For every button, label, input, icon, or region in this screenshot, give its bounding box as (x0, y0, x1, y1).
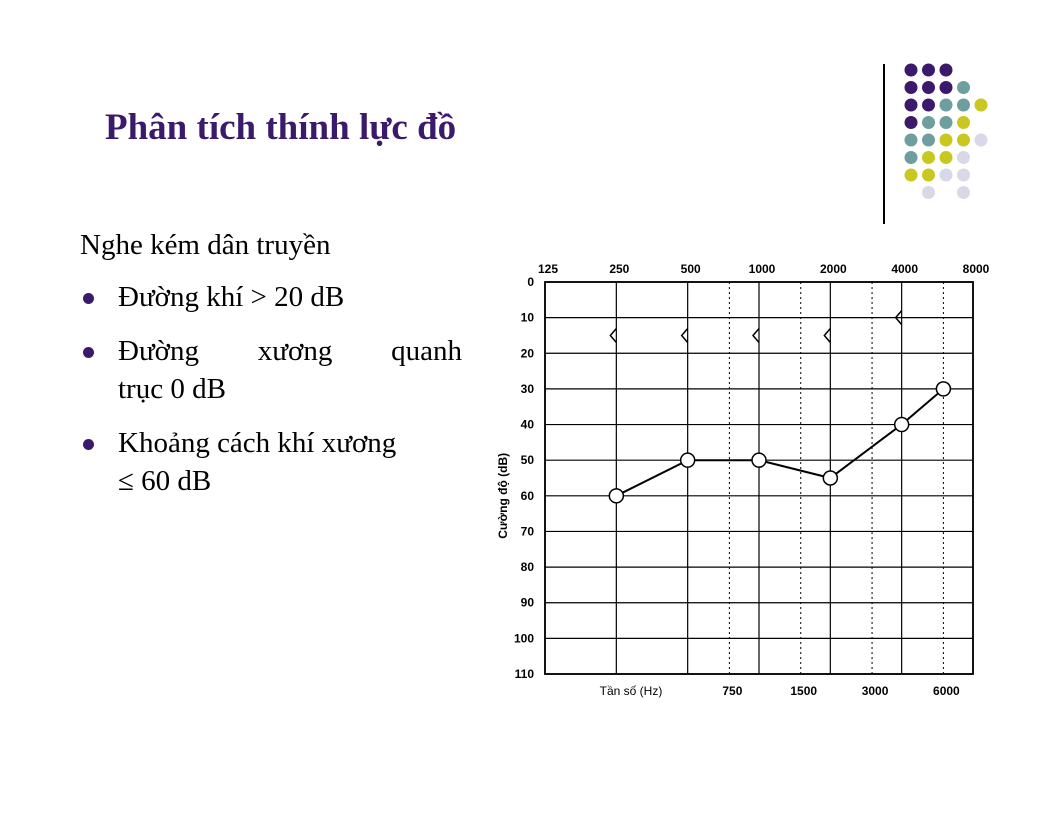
decor-dot (922, 63, 935, 77)
decor-dot (957, 81, 970, 94)
y-tick-label: 80 (521, 560, 535, 574)
bullet-air-bone-gap: Khoảng cách khí xương ≤ 60 dB (80, 424, 462, 500)
bone-conduction-marker (752, 327, 760, 343)
top-tick-label: 4000 (891, 262, 918, 276)
bullet-line: Khoảng cách khí xương (118, 427, 397, 459)
decor-dot (939, 63, 953, 77)
decor-dot (922, 116, 935, 129)
y-tick-label: 70 (521, 524, 535, 538)
decor-dot (922, 98, 935, 112)
top-tick-label: 125 (538, 262, 558, 276)
decor-dot (904, 133, 918, 147)
bottom-tick-label: 1500 (790, 684, 817, 698)
bullet-bone-conduction: Đường xương quanh trục 0 dB (80, 332, 462, 408)
bullet-line: trục 0 dB (118, 373, 226, 405)
text-block: Nghe kém dân truyền Đường khí > 20 dB Đư… (80, 226, 462, 516)
section-heading: Nghe kém dân truyền (80, 229, 331, 261)
decor-dot (957, 133, 970, 147)
decor-dot (957, 168, 970, 182)
decorative-dot-grid (904, 63, 988, 199)
air-conduction-point (935, 381, 952, 397)
chart-grid (544, 281, 974, 675)
decor-dot (922, 168, 935, 182)
decor-dot (974, 98, 988, 112)
decor-dot (904, 98, 918, 112)
y-tick-label: 30 (521, 382, 535, 396)
decor-dot (922, 81, 935, 94)
decor-dot (957, 116, 970, 129)
y-tick-label: 90 (521, 596, 535, 610)
air-conduction-point (893, 416, 910, 433)
bone-conduction-marker (894, 310, 903, 326)
decor-dot (904, 168, 918, 182)
air-conduction-point (679, 452, 696, 468)
decor-dot (939, 151, 953, 164)
y-axis-label: Cường độ (dB) (496, 453, 510, 539)
decor-dot (904, 151, 918, 164)
slide-title: Phân tích thính lực đồ (105, 107, 457, 148)
bullet-line: Đường khí > 20 dB (118, 281, 345, 313)
decor-dot (922, 186, 935, 199)
title-divider (883, 64, 885, 224)
decor-dot (904, 116, 918, 129)
y-tick-label: 20 (521, 346, 535, 360)
decor-dot (957, 151, 970, 164)
top-tick-label: 8000 (963, 262, 990, 276)
decor-dot (904, 63, 918, 77)
y-tick-label: 10 (521, 311, 535, 325)
decor-dot (922, 151, 935, 164)
decor-dot (957, 186, 970, 199)
chart-frame (544, 281, 974, 675)
bone-conduction-marker (823, 327, 831, 343)
decor-dot (939, 81, 953, 94)
y-tick-label: 50 (521, 453, 535, 467)
y-tick-label: 110 (515, 667, 535, 681)
bottom-tick-label: 3000 (862, 684, 889, 698)
top-tick-label: 2000 (820, 262, 847, 276)
y-tick-label: 0 (527, 275, 534, 289)
top-tick-label: 1000 (749, 262, 776, 276)
air-conduction-line (615, 388, 945, 497)
bottom-tick-label: 750 (722, 684, 742, 698)
decor-dot (939, 98, 953, 112)
air-conduction-point (822, 470, 839, 486)
y-tick-label: 40 (521, 418, 535, 432)
x-axis-label: Tần số (Hz) (600, 684, 663, 698)
bottom-tick-label: 6000 (933, 684, 960, 698)
decor-dot (939, 133, 953, 147)
air-conduction-point (751, 452, 767, 468)
decor-dot (974, 133, 988, 147)
decor-dot (904, 81, 918, 94)
y-tick-label: 100 (514, 631, 534, 645)
bullet-air-conduction: Đường khí > 20 dB (80, 278, 462, 316)
bullet-line: Đường xương quanh (118, 335, 462, 367)
air-conduction-point (608, 488, 625, 504)
bone-conduction-marker (609, 327, 617, 343)
decor-dot (939, 168, 953, 182)
top-tick-label: 250 (609, 262, 629, 276)
y-tick-label: 60 (521, 489, 535, 503)
bone-conduction-marker (680, 327, 689, 343)
decor-dot (922, 133, 935, 147)
decor-dot (957, 98, 970, 112)
bullet-line: ≤ 60 dB (118, 465, 212, 497)
decor-dot (939, 116, 953, 129)
top-tick-label: 500 (681, 262, 701, 276)
